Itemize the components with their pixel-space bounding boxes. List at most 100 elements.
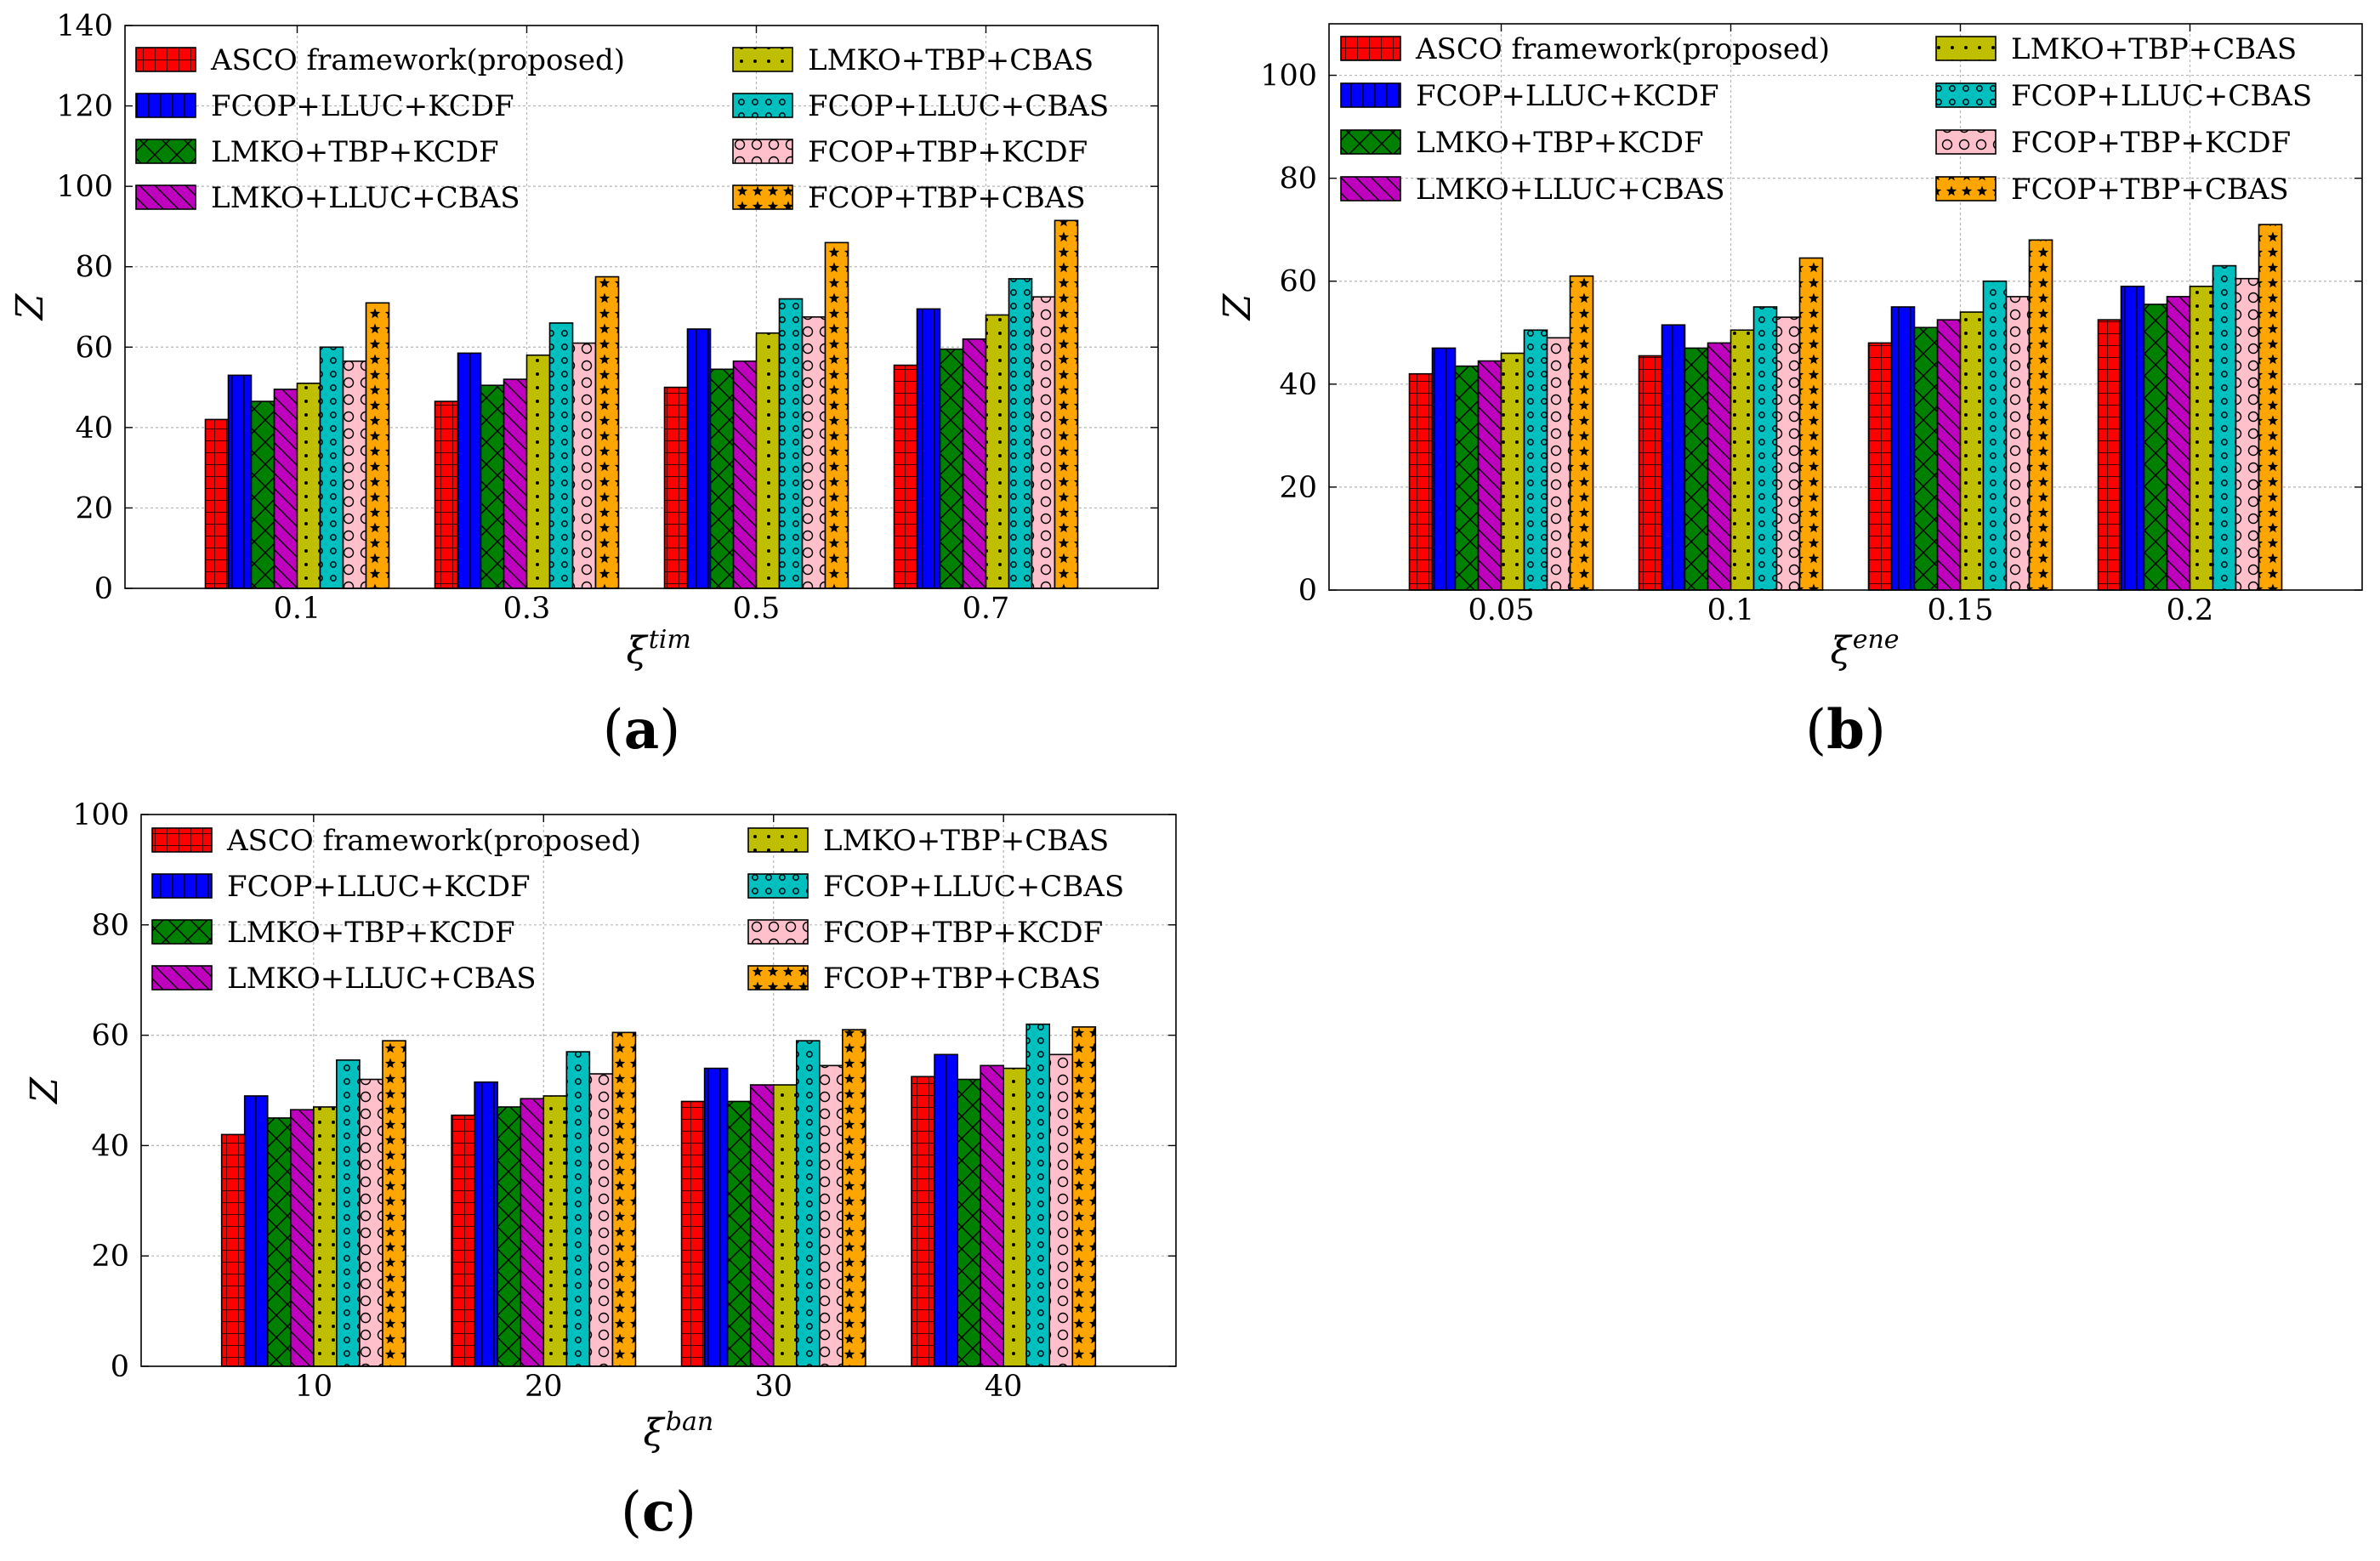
legend-swatch-fcop-lluc-kcdf xyxy=(1340,82,1401,108)
bar-lmko-tbp-kcdf-0-5 xyxy=(709,368,735,589)
y-tick-label: 20 xyxy=(75,491,113,525)
legend-swatch-asco-framework-proposed xyxy=(151,827,213,853)
y-tick-label: 80 xyxy=(75,251,113,285)
legend-label-fcop-tbp-cbas: FCOP+TBP+CBAS xyxy=(823,962,1101,996)
legend-label-fcop-lluc-kcdf: FCOP+LLUC+KCDF xyxy=(211,89,514,123)
legend-label-fcop-tbp-kcdf: FCOP+TBP+KCDF xyxy=(808,135,1088,169)
legend-label-lmko-tbp-kcdf: LMKO+TBP+KCDF xyxy=(1416,126,1704,160)
bar-asco-framework-proposed-0-3 xyxy=(434,400,459,589)
bar-fcop-lluc-cbas-0-2 xyxy=(2212,264,2237,591)
legend-label-lmko-lluc-cbas: LMKO+LLUC+CBAS xyxy=(1416,173,1725,207)
bar-lmko-tbp-cbas-10 xyxy=(313,1106,338,1367)
bar-fcop-tbp-cbas-0-3 xyxy=(594,275,620,589)
legend-swatch-fcop-tbp-kcdf xyxy=(732,139,793,164)
legend-label-fcop-tbp-kcdf: FCOP+TBP+KCDF xyxy=(823,916,1103,950)
bar-fcop-lluc-kcdf-30 xyxy=(703,1067,729,1367)
y-tick-label: 140 xyxy=(56,9,113,43)
bar-asco-framework-proposed-40 xyxy=(911,1076,935,1367)
legend-swatch-lmko-tbp-cbas xyxy=(1935,36,1997,61)
bar-fcop-tbp-cbas-0-15 xyxy=(2028,239,2053,591)
legend-swatch-lmko-lluc-cbas xyxy=(135,184,196,210)
y-tick-label: 80 xyxy=(1279,162,1317,196)
bar-fcop-tbp-cbas-0-05 xyxy=(1569,275,1594,591)
legend-swatch-fcop-tbp-cbas xyxy=(747,965,809,991)
legend-swatch-fcop-tbp-kcdf xyxy=(747,919,809,945)
bar-fcop-tbp-cbas-30 xyxy=(842,1029,866,1367)
legend-swatch-fcop-lluc-cbas xyxy=(1935,82,1997,108)
bar-fcop-lluc-kcdf-0-15 xyxy=(1890,306,1916,591)
bar-lmko-tbp-kcdf-40 xyxy=(957,1078,981,1367)
legend-label-fcop-lluc-kcdf: FCOP+LLUC+KCDF xyxy=(227,870,531,904)
plot-frame xyxy=(124,25,1159,589)
bar-lmko-tbp-cbas-0-3 xyxy=(525,354,551,589)
legend-label-fcop-lluc-cbas: FCOP+LLUC+CBAS xyxy=(2011,79,2312,113)
y-tick-label: 0 xyxy=(111,1350,129,1384)
legend-swatch-lmko-tbp-cbas xyxy=(732,47,793,72)
bar-lmko-lluc-cbas-0-3 xyxy=(503,378,528,589)
bar-fcop-lluc-kcdf-0-5 xyxy=(686,328,712,589)
y-tick-label: 60 xyxy=(1279,265,1317,299)
x-tick-label: 0.15 xyxy=(1928,593,1994,627)
y-tick-label: 100 xyxy=(56,170,113,204)
x-tick-label: 0.7 xyxy=(963,592,1010,626)
legend-label-lmko-tbp-cbas: LMKO+TBP+CBAS xyxy=(823,824,1109,858)
legend-swatch-lmko-lluc-cbas xyxy=(1340,176,1401,202)
legend-label-fcop-tbp-cbas: FCOP+TBP+CBAS xyxy=(808,181,1086,215)
legend: ASCO framework(proposed) FCOP+LLUC+KCDF LM… xyxy=(151,824,1124,996)
bar-lmko-lluc-cbas-0-1 xyxy=(273,389,298,589)
bar-fcop-tbp-cbas-0-2 xyxy=(2258,224,2283,591)
bar-lmko-lluc-cbas-20 xyxy=(520,1098,545,1367)
bar-asco-framework-proposed-30 xyxy=(680,1100,706,1367)
bar-lmko-tbp-kcdf-0-7 xyxy=(939,348,964,589)
x-tick-label: 0.05 xyxy=(1468,593,1535,627)
bar-fcop-tbp-kcdf-0-2 xyxy=(2235,277,2260,591)
x-tick-label: 40 xyxy=(985,1370,1023,1404)
x-tick-label: 20 xyxy=(525,1370,563,1404)
bar-fcop-lluc-kcdf-0-1 xyxy=(1661,324,1686,591)
bar-fcop-lluc-cbas-0-1 xyxy=(319,346,344,589)
bar-fcop-tbp-kcdf-10 xyxy=(359,1078,383,1367)
bar-fcop-lluc-cbas-0-3 xyxy=(548,322,574,589)
legend-label-fcop-lluc-kcdf: FCOP+LLUC+KCDF xyxy=(1416,79,1719,113)
panel-label: (c) xyxy=(621,1480,696,1544)
bar-fcop-lluc-cbas-10 xyxy=(336,1059,361,1367)
bar-lmko-tbp-kcdf-10 xyxy=(266,1117,292,1367)
bar-fcop-tbp-cbas-40 xyxy=(1071,1026,1097,1367)
bar-lmko-lluc-cbas-0-2 xyxy=(2166,296,2191,591)
plot-frame xyxy=(140,814,1177,1367)
bar-lmko-tbp-cbas-0-1 xyxy=(296,383,321,589)
bar-fcop-tbp-kcdf-20 xyxy=(588,1073,614,1367)
bar-fcop-lluc-cbas-0-05 xyxy=(1523,329,1548,591)
bar-asco-framework-proposed-0-2 xyxy=(2097,319,2122,591)
x-tick-label: 0.3 xyxy=(503,592,551,626)
bar-fcop-tbp-cbas-0-1 xyxy=(365,302,390,589)
legend-label-lmko-tbp-kcdf: LMKO+TBP+KCDF xyxy=(211,135,499,169)
legend-label-lmko-tbp-cbas: LMKO+TBP+CBAS xyxy=(808,43,1093,77)
y-tick-label: 120 xyxy=(56,90,113,124)
y-tick-label: 80 xyxy=(91,909,129,943)
x-axis-label: ξtim xyxy=(627,625,691,673)
bar-fcop-tbp-kcdf-0-7 xyxy=(1031,296,1056,589)
plot-frame xyxy=(1328,23,2363,591)
bar-lmko-tbp-kcdf-0-15 xyxy=(1913,326,1939,591)
x-tick-label: 0.1 xyxy=(1707,593,1755,627)
y-tick-label: 0 xyxy=(94,572,113,606)
bar-fcop-lluc-cbas-0-1 xyxy=(1752,306,1778,591)
bar-lmko-lluc-cbas-30 xyxy=(749,1084,775,1367)
bar-asco-framework-proposed-10 xyxy=(220,1133,246,1367)
x-tick-label: 0.2 xyxy=(2167,593,2214,627)
bar-lmko-tbp-kcdf-0-05 xyxy=(1454,365,1480,591)
y-axis-label: Z xyxy=(23,1076,66,1105)
bar-asco-framework-proposed-0-05 xyxy=(1408,372,1434,591)
y-tick-label: 100 xyxy=(72,798,129,832)
legend-swatch-fcop-tbp-cbas xyxy=(732,184,793,210)
bar-fcop-lluc-kcdf-0-1 xyxy=(227,374,253,589)
bar-asco-framework-proposed-0-7 xyxy=(893,364,918,589)
bar-fcop-lluc-kcdf-0-3 xyxy=(457,352,482,589)
bar-fcop-tbp-kcdf-0-1 xyxy=(1775,316,1801,591)
y-tick-label: 60 xyxy=(75,331,113,365)
bar-fcop-lluc-cbas-20 xyxy=(565,1051,591,1367)
